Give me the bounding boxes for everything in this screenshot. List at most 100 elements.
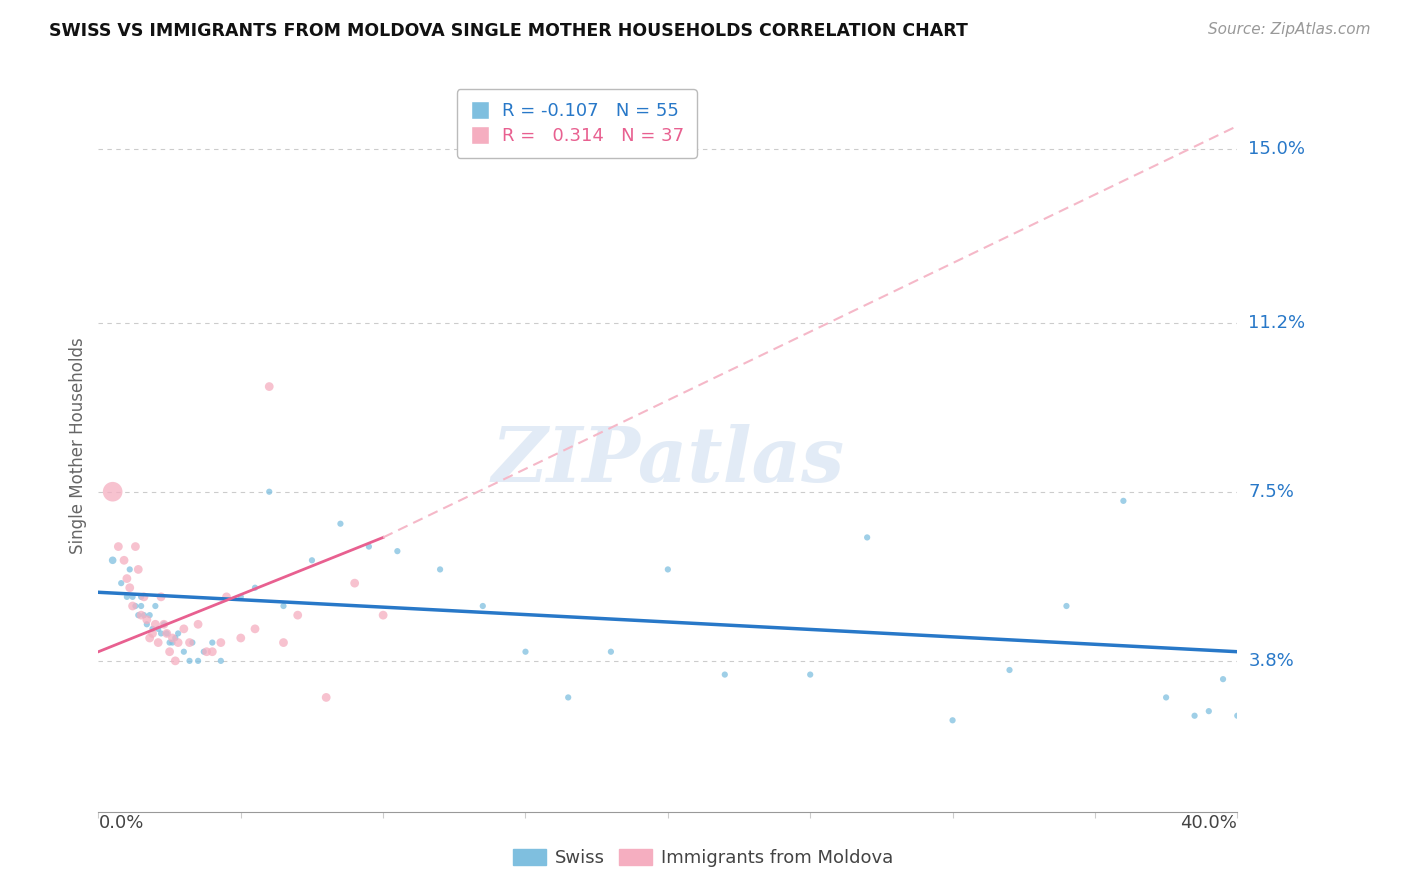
Point xyxy=(387,544,409,558)
Point xyxy=(127,562,149,576)
Point xyxy=(273,599,295,613)
Point xyxy=(138,608,160,623)
Point xyxy=(115,572,138,586)
Point xyxy=(195,645,218,659)
Point xyxy=(343,576,366,591)
Point xyxy=(201,635,224,649)
Text: 0.0%: 0.0% xyxy=(98,814,143,832)
Text: 40.0%: 40.0% xyxy=(1181,814,1237,832)
Point xyxy=(179,635,201,649)
Point xyxy=(101,553,124,567)
Point xyxy=(129,590,152,604)
Point xyxy=(167,626,190,640)
Point xyxy=(357,540,380,554)
Point xyxy=(259,379,281,393)
Point xyxy=(135,613,157,627)
Point xyxy=(141,622,163,636)
Text: SWISS VS IMMIGRANTS FROM MOLDOVA SINGLE MOTHER HOUSEHOLDS CORRELATION CHART: SWISS VS IMMIGRANTS FROM MOLDOVA SINGLE … xyxy=(49,22,969,40)
Point xyxy=(229,590,252,604)
Point xyxy=(856,530,879,544)
Text: Source: ZipAtlas.com: Source: ZipAtlas.com xyxy=(1208,22,1371,37)
Point xyxy=(121,599,143,613)
Point xyxy=(714,667,737,681)
Point xyxy=(138,631,160,645)
Point xyxy=(159,645,181,659)
Point xyxy=(1226,708,1249,723)
Point xyxy=(201,645,224,659)
Point xyxy=(156,626,179,640)
Point xyxy=(150,626,173,640)
Point xyxy=(101,484,124,499)
Point xyxy=(153,617,176,632)
Point xyxy=(148,622,170,636)
Point xyxy=(799,667,821,681)
Point xyxy=(187,654,209,668)
Point xyxy=(209,635,232,649)
Point xyxy=(150,590,173,604)
Point xyxy=(115,590,138,604)
Point xyxy=(329,516,352,531)
Point xyxy=(373,608,395,623)
Point xyxy=(153,617,176,632)
Point xyxy=(942,714,965,728)
Point xyxy=(179,654,201,668)
Point xyxy=(187,617,209,632)
Point xyxy=(215,590,238,604)
Point xyxy=(173,645,195,659)
Point xyxy=(181,635,204,649)
Point xyxy=(998,663,1021,677)
Point xyxy=(129,608,152,623)
Text: 15.0%: 15.0% xyxy=(1249,140,1305,158)
Point xyxy=(429,562,451,576)
Point xyxy=(315,690,337,705)
Point xyxy=(243,622,266,636)
Point xyxy=(107,540,129,554)
Point xyxy=(159,635,181,649)
Point xyxy=(112,553,135,567)
Point xyxy=(273,635,295,649)
Point xyxy=(165,631,187,645)
Point xyxy=(167,635,190,649)
Point xyxy=(1212,672,1234,686)
Point xyxy=(129,599,152,613)
Point xyxy=(162,631,184,645)
Point xyxy=(156,626,179,640)
Text: 7.5%: 7.5% xyxy=(1249,483,1295,500)
Legend: Swiss, Immigrants from Moldova: Swiss, Immigrants from Moldova xyxy=(506,841,900,874)
Point xyxy=(1154,690,1177,705)
Point xyxy=(557,690,579,705)
Legend: R = -0.107   N = 55, R =   0.314   N = 37: R = -0.107 N = 55, R = 0.314 N = 37 xyxy=(457,89,697,158)
Point xyxy=(145,617,167,632)
Point xyxy=(135,617,157,632)
Point xyxy=(1056,599,1078,613)
Point xyxy=(124,599,146,613)
Point xyxy=(148,635,170,649)
Point xyxy=(141,626,163,640)
Point xyxy=(110,576,132,591)
Point xyxy=(118,581,141,595)
Point xyxy=(132,608,155,623)
Point xyxy=(1198,704,1220,718)
Point xyxy=(127,608,149,623)
Point xyxy=(209,654,232,668)
Point xyxy=(132,590,155,604)
Point xyxy=(1184,708,1206,723)
Point xyxy=(657,562,679,576)
Point xyxy=(301,553,323,567)
Point xyxy=(193,645,215,659)
Text: ZIPatlas: ZIPatlas xyxy=(491,424,845,498)
Y-axis label: Single Mother Households: Single Mother Households xyxy=(69,338,87,554)
Point xyxy=(162,635,184,649)
Point xyxy=(121,590,143,604)
Point xyxy=(229,631,252,645)
Point xyxy=(124,540,146,554)
Point xyxy=(1112,494,1135,508)
Point xyxy=(600,645,623,659)
Point xyxy=(145,599,167,613)
Point xyxy=(471,599,494,613)
Text: 3.8%: 3.8% xyxy=(1249,652,1294,670)
Point xyxy=(118,562,141,576)
Point xyxy=(243,581,266,595)
Point xyxy=(515,645,537,659)
Point xyxy=(259,484,281,499)
